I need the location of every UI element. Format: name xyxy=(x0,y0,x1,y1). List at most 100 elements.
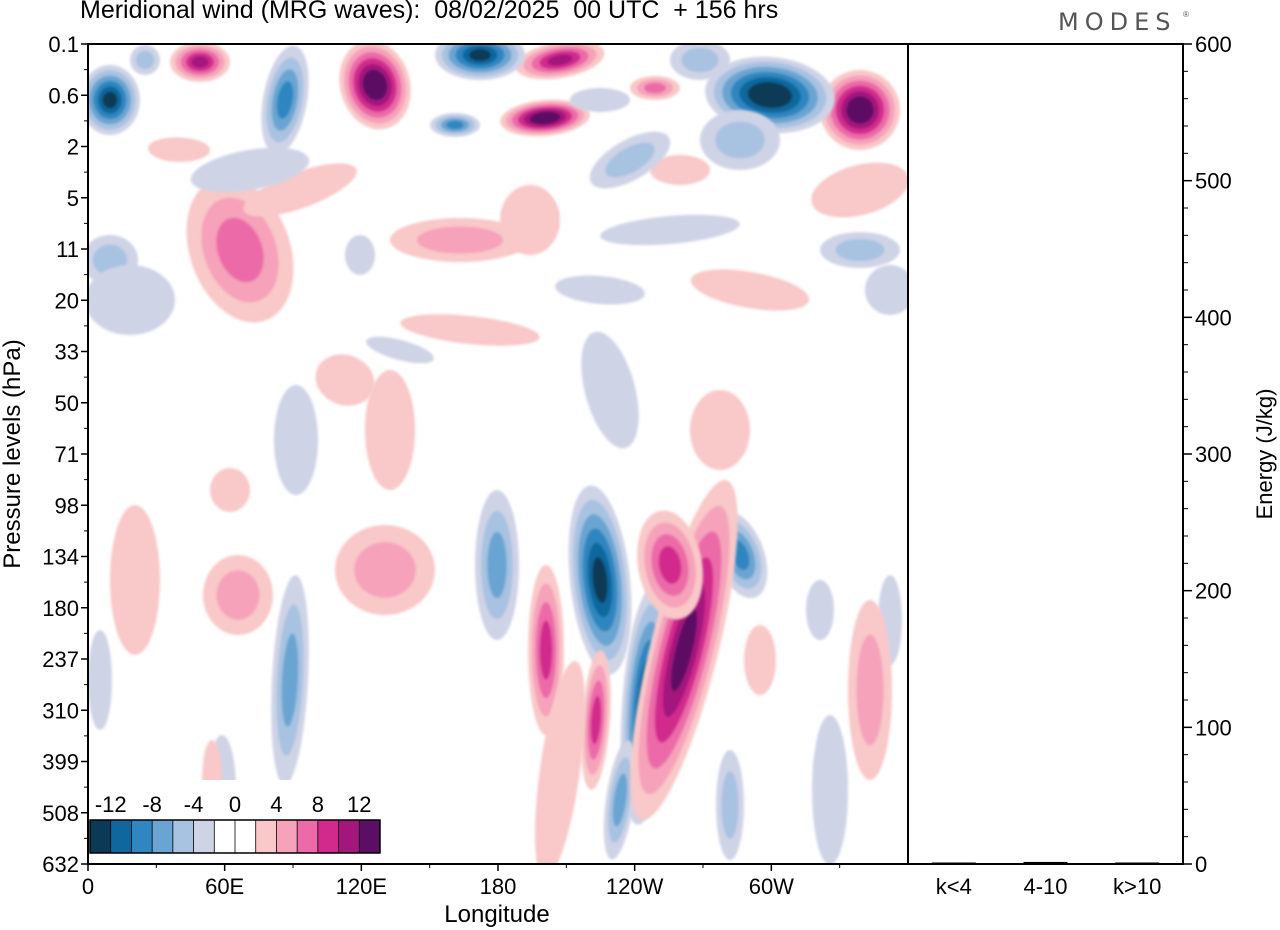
wind-contour-group xyxy=(555,275,645,305)
positive-wind-contour xyxy=(856,634,884,746)
colorbar: -12 -8 -4 0 4 8 12 xyxy=(86,780,384,857)
wind-contour-group xyxy=(811,162,908,218)
wind-contour-group xyxy=(865,265,908,315)
positive-wind-contour xyxy=(650,155,710,185)
y-tick-label: 2 xyxy=(67,135,79,160)
wind-contour-group xyxy=(390,218,530,262)
negative-wind-contour xyxy=(366,336,434,364)
colorbar-swatch xyxy=(152,820,174,853)
energy-y-tick-label: 200 xyxy=(1195,579,1232,604)
wind-contour-group xyxy=(716,750,744,860)
axes: 0.1 0.6 2 5 11 20 33 50 71 98 134 180 237 310 399 508 63… xyxy=(0,32,909,928)
wind-contour-group xyxy=(148,138,198,158)
wind-contour-group xyxy=(88,265,175,335)
negative-wind-contour xyxy=(555,275,645,305)
colorbar-swatch xyxy=(317,820,339,853)
y-tick-label: 237 xyxy=(42,647,79,672)
y-tick-label: 5 xyxy=(67,186,79,211)
positive-wind-contour xyxy=(811,162,908,218)
y-tick-label: 0.6 xyxy=(48,83,79,108)
negative-wind-contour xyxy=(102,91,118,109)
x-tick-label: 60E xyxy=(205,874,244,899)
energy-panel: 0 100 200 300 400 500 600 Energy (J/kg) k<4 4-10 k… xyxy=(907,32,1277,899)
wind-contour-group xyxy=(335,525,435,615)
positive-wind-contour xyxy=(367,75,383,95)
wind-contour-group xyxy=(430,113,480,137)
positive-wind-contour xyxy=(658,546,682,584)
positive-wind-contour xyxy=(534,661,586,864)
negative-wind-contour xyxy=(570,88,630,112)
energy-y-tick-label: 500 xyxy=(1195,169,1232,194)
wind-contour-group xyxy=(600,214,740,246)
wind-contour-group xyxy=(203,555,273,635)
x-tick-label: 120W xyxy=(606,874,664,899)
y-tick-label: 632 xyxy=(42,852,79,877)
positive-wind-contour xyxy=(643,82,667,94)
colorbar-label: 4 xyxy=(270,792,282,817)
y-tick-label: 33 xyxy=(55,340,79,365)
x-tick-label: 60W xyxy=(749,874,794,899)
wind-contour-group xyxy=(210,468,250,512)
colorbar-swatch xyxy=(338,820,360,853)
positive-wind-contour xyxy=(851,101,869,119)
wind-contour-group xyxy=(500,99,590,137)
x-tick-label: 180 xyxy=(480,874,517,899)
negative-wind-contour xyxy=(190,147,310,193)
wind-contour-group xyxy=(475,490,519,640)
positive-wind-contour xyxy=(744,625,776,695)
chart-title: Meridional wind (MRG waves): 08/02/2025 … xyxy=(80,0,779,24)
colorbar-label: -4 xyxy=(184,792,204,817)
wind-contour-group xyxy=(568,485,632,675)
colorbar-swatch xyxy=(193,820,215,853)
wind-contour-group xyxy=(130,45,160,75)
colorbar-label: 8 xyxy=(312,792,324,817)
negative-wind-contour xyxy=(721,771,739,839)
colorbar-swatch xyxy=(131,820,153,853)
positive-wind-contour xyxy=(400,314,540,346)
y-tick-label: 508 xyxy=(42,801,79,826)
wind-contour-group xyxy=(88,630,112,730)
positive-wind-contour xyxy=(148,138,198,158)
negative-wind-contour xyxy=(835,238,885,262)
wind-contour-group xyxy=(806,580,834,640)
negative-wind-contour xyxy=(600,214,740,246)
negative-wind-contour xyxy=(345,235,375,275)
wind-contour-group xyxy=(848,600,892,780)
positive-wind-contour xyxy=(365,370,415,490)
negative-wind-contour xyxy=(612,773,628,827)
wind-contour-group xyxy=(581,650,611,790)
negative-wind-contour xyxy=(88,630,112,730)
wind-contour-group xyxy=(274,385,318,495)
negative-wind-contour xyxy=(276,81,294,119)
positive-wind-contour xyxy=(416,226,504,254)
energy-x-tick-label: 4-10 xyxy=(1023,874,1067,899)
energy-y-tick-label: 400 xyxy=(1195,305,1232,330)
wind-contour-group xyxy=(88,65,140,135)
y-tick-label: 71 xyxy=(55,442,79,467)
x-tick-label: 120E xyxy=(336,874,387,899)
colorbar-label: -12 xyxy=(95,792,127,817)
positive-wind-contour xyxy=(671,608,697,692)
wind-contour-group xyxy=(744,625,776,695)
negative-wind-contour xyxy=(681,47,719,73)
y-tick-label: 11 xyxy=(56,237,79,262)
positive-wind-contour xyxy=(315,354,375,406)
negative-wind-contour xyxy=(281,633,299,727)
negative-wind-contour xyxy=(605,142,655,178)
wind-contour-group xyxy=(670,44,730,80)
colorbar-swatch xyxy=(235,820,257,853)
colorbar-swatch xyxy=(276,820,298,853)
positive-wind-contour xyxy=(243,163,357,217)
wind-contour-group xyxy=(243,163,357,217)
colorbar-label: -8 xyxy=(142,792,162,817)
wind-contour-group xyxy=(515,44,605,80)
positive-wind-contour xyxy=(590,695,602,745)
colorbar-swatch xyxy=(214,820,236,853)
wind-contour-group xyxy=(581,331,639,449)
wind-contour-group xyxy=(190,147,310,193)
y-tick-label: 50 xyxy=(55,391,79,416)
wind-contour-group xyxy=(365,370,415,490)
y-tick-label: 310 xyxy=(42,698,79,723)
y-tick-label: 134 xyxy=(42,545,79,570)
